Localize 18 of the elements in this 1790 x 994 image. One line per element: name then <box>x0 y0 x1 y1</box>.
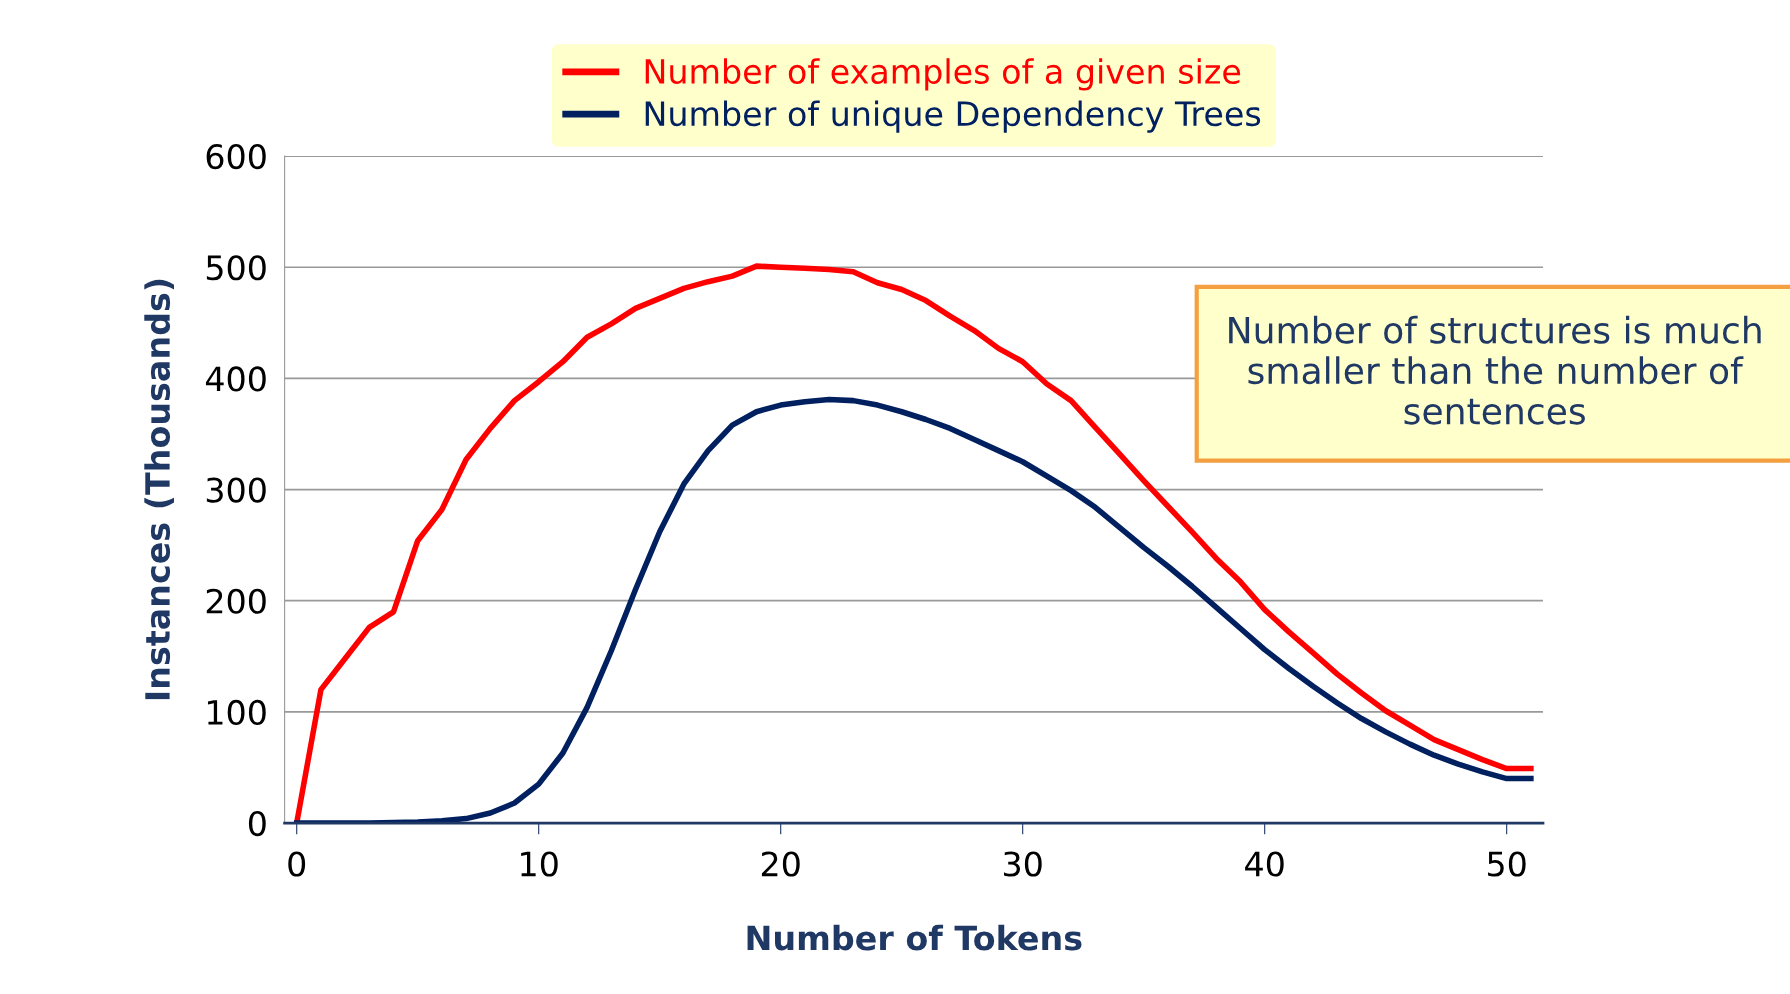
y-tick-label: 100 <box>207 699 266 726</box>
legend-label: Number of examples of a given size <box>645 58 1241 91</box>
y-tick-label: 0 <box>248 810 266 837</box>
x-tick-label: 50 <box>1488 851 1526 877</box>
x-axis-title: Number of Tokens <box>747 924 1082 951</box>
y-tick-label: 500 <box>206 255 266 281</box>
y-tick-label: 400 <box>205 366 266 392</box>
x-tick-label: 0 <box>288 851 306 877</box>
x-tick-label: 10 <box>521 851 558 877</box>
y-tick-label: 200 <box>206 588 266 614</box>
x-tick-label: 30 <box>1004 851 1042 877</box>
y-axis-title: Instances (Thousands) <box>144 279 174 700</box>
legend-label: Number of unique Dependency Trees <box>645 100 1261 133</box>
y-tick-label: 300 <box>206 477 266 503</box>
x-tick-label: 40 <box>1245 851 1284 877</box>
annotation: Number of structures is much smaller than the number of sentences <box>1229 315 1761 425</box>
y-tick-label: 600 <box>206 143 266 170</box>
x-tick-label: 20 <box>761 851 800 877</box>
